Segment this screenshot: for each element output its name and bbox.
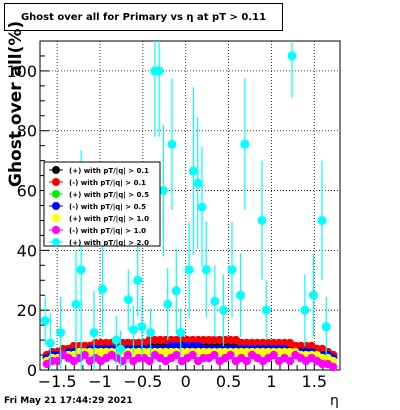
series-6-point bbox=[163, 299, 173, 309]
x-tick-label: 0.5 bbox=[216, 372, 241, 391]
x-tick-label: −0.5 bbox=[123, 372, 162, 391]
x-tick-label: 1 bbox=[266, 372, 276, 391]
legend-entry: (-) with pT/|q| > 0.5 bbox=[69, 203, 146, 212]
series-6-point bbox=[308, 290, 318, 300]
series-6-point bbox=[158, 186, 168, 196]
y-tick-label: 0 bbox=[27, 361, 37, 380]
legend-swatch bbox=[52, 178, 60, 186]
series-6-point bbox=[300, 305, 310, 315]
series-6-point bbox=[287, 51, 297, 61]
y-axis-label: Ghost over all(%) bbox=[6, 20, 26, 187]
series-5-point bbox=[123, 350, 133, 360]
series-6-point bbox=[123, 295, 133, 305]
series-6-point bbox=[236, 290, 246, 300]
legend-swatch bbox=[52, 202, 60, 210]
series-6-point bbox=[317, 215, 327, 225]
legend-swatch bbox=[52, 214, 60, 222]
series-5-point bbox=[188, 350, 197, 360]
series-6-point bbox=[257, 215, 267, 225]
series-6-point bbox=[321, 322, 331, 332]
series-6-point bbox=[201, 265, 211, 275]
series-6-point bbox=[146, 328, 156, 338]
legend-entry: (+) with pT/|q| > 1.0 bbox=[69, 215, 149, 224]
legend-entry: (+) with pT/|q| > 0.1 bbox=[69, 167, 149, 176]
chart-title-box: Ghost over all for Primary vs η at pT > … bbox=[4, 3, 283, 31]
x-axis-label: η bbox=[330, 393, 339, 409]
legend-entry: (-) with pT/|q| > 1.0 bbox=[69, 227, 146, 236]
legend-entry: (+) with pT/|q| > 0.5 bbox=[69, 191, 149, 200]
series-6-point bbox=[218, 305, 228, 315]
series-5-point bbox=[210, 350, 219, 360]
y-tick-label: 100 bbox=[6, 62, 37, 81]
series-6-point bbox=[197, 202, 207, 212]
y-tick-label: 20 bbox=[17, 301, 37, 320]
series-6-point bbox=[193, 178, 203, 188]
series-5-point bbox=[285, 356, 295, 366]
series-5-point bbox=[328, 362, 338, 372]
legend-swatch bbox=[52, 190, 60, 198]
series-6-point bbox=[210, 296, 220, 306]
series-6-point bbox=[40, 316, 50, 326]
x-tick-label: 1.5 bbox=[302, 372, 327, 391]
series-6-point bbox=[133, 275, 143, 285]
series-6-point bbox=[188, 166, 198, 176]
series-5-point bbox=[145, 356, 154, 366]
series-5-point bbox=[226, 350, 235, 360]
x-tick-label: 0 bbox=[181, 372, 191, 391]
series-6-point bbox=[184, 265, 194, 275]
y-tick-label: 40 bbox=[17, 241, 37, 260]
y-tick-label: 80 bbox=[17, 122, 37, 141]
timestamp: Fri May 21 17:44:29 2021 bbox=[4, 396, 133, 406]
series-6-point bbox=[56, 328, 66, 338]
series-5-point bbox=[80, 350, 89, 360]
series-6-point bbox=[171, 286, 181, 296]
series-5-point bbox=[269, 350, 278, 360]
series-6-point bbox=[45, 338, 55, 348]
series-6-point bbox=[137, 322, 147, 332]
series-6-point bbox=[128, 325, 138, 335]
series-6-point bbox=[154, 66, 164, 76]
series-6-point bbox=[176, 328, 186, 338]
series-6-point bbox=[111, 335, 121, 345]
series-5-point bbox=[53, 356, 62, 366]
legend-swatch bbox=[52, 166, 60, 174]
y-tick-label: 60 bbox=[17, 182, 37, 201]
legend-entry: (+) with pT/|q| > 2.0 bbox=[69, 239, 149, 248]
series-6-point bbox=[240, 139, 250, 149]
series-6-point bbox=[116, 344, 126, 354]
series-5-point bbox=[172, 350, 181, 360]
legend-entry: (-) with pT/|q| > 0.1 bbox=[69, 179, 146, 188]
x-tick-label: −1.5 bbox=[38, 372, 77, 391]
series-6-point bbox=[227, 265, 237, 275]
chart-title: Ghost over all for Primary vs η at pT > … bbox=[20, 12, 267, 23]
legend-box bbox=[43, 161, 161, 247]
series-6-point bbox=[76, 265, 86, 275]
legend-swatch bbox=[52, 238, 60, 246]
legend-swatch bbox=[52, 226, 60, 234]
series-6-point bbox=[167, 139, 177, 149]
series-6-point bbox=[98, 284, 108, 294]
series-5-point bbox=[242, 356, 251, 366]
series-6-point bbox=[71, 299, 81, 309]
series-6-point bbox=[261, 305, 271, 315]
x-tick-label: −1 bbox=[88, 372, 112, 391]
series-6-point bbox=[89, 328, 99, 338]
